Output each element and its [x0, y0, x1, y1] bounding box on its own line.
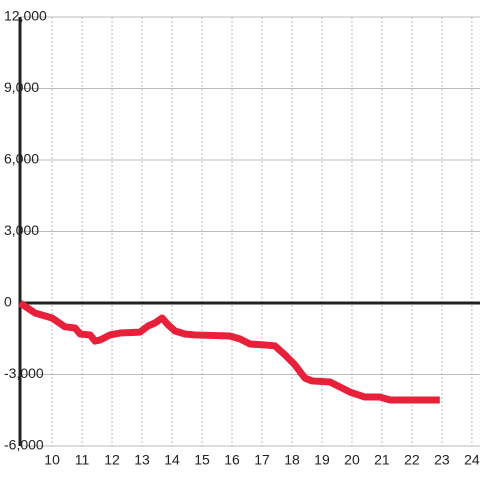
x-tick-label: 21	[374, 452, 390, 468]
x-tick-label: 17	[254, 452, 270, 468]
x-tick-label: 24	[464, 452, 480, 468]
x-tick-label: 16	[224, 452, 240, 468]
x-tick-label: 20	[344, 452, 360, 468]
y-tick-label: -6,000	[4, 437, 44, 453]
y-tick-label: -3,000	[4, 365, 44, 381]
y-tick-label: 0	[4, 294, 12, 310]
x-tick-label: 15	[194, 452, 210, 468]
y-tick-label: 9,000	[4, 79, 39, 95]
x-tick-label: 12	[104, 452, 120, 468]
x-tick-label: 18	[284, 452, 300, 468]
x-tick-label: 23	[434, 452, 450, 468]
y-tick-label: 12,000	[4, 8, 47, 24]
x-tick-label: 11	[75, 452, 90, 468]
x-tick-label: 10	[44, 452, 60, 468]
x-tick-label: 14	[164, 452, 180, 468]
line	[18, 300, 440, 404]
x-tick-label: 19	[314, 452, 330, 468]
x-tick-label: 22	[404, 452, 420, 468]
y-tick-label: 6,000	[4, 151, 39, 167]
y-tick-label: 3,000	[4, 222, 39, 238]
x-tick-label: 13	[134, 452, 150, 468]
